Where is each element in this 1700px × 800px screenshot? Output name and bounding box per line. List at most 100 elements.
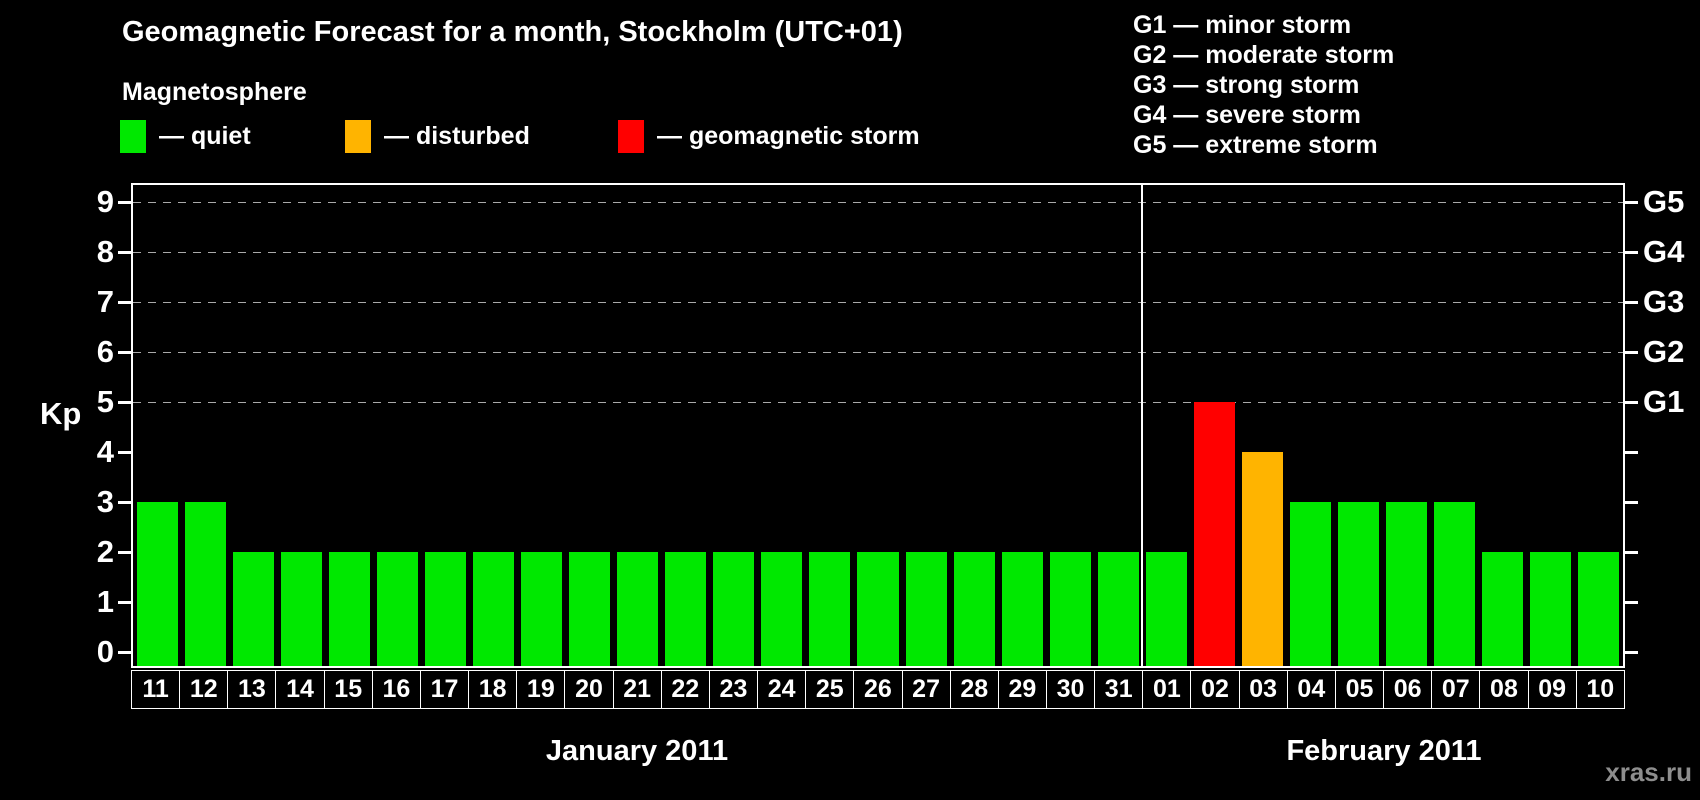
kp-bar-25 (809, 552, 851, 666)
kp-bar-17 (424, 552, 466, 666)
kp-bar-08 (1482, 552, 1524, 666)
g1-legend-line: G1 — minor storm (1133, 11, 1352, 39)
y-tick-right (1625, 451, 1638, 454)
day-label: 19 (516, 670, 566, 709)
kp-bar-13 (232, 552, 274, 666)
day-label: 07 (1431, 670, 1481, 709)
g-scale-legend: G1 — minor storm G2 — moderate storm G3 … (1133, 10, 1394, 160)
kp-bar-23 (713, 552, 755, 666)
kp-bar-21 (617, 552, 659, 666)
gridline-kp-8 (133, 252, 1623, 253)
storm-swatch-icon (618, 119, 644, 153)
day-label: 12 (179, 670, 229, 709)
day-label: 20 (564, 670, 614, 709)
watermark: xras.ru (1605, 757, 1692, 787)
gridline-kp-5 (133, 402, 1623, 403)
kp-bar-31 (1097, 552, 1139, 666)
day-label: 02 (1190, 670, 1240, 709)
y-tick-label-5: 5 (96, 384, 114, 419)
y-tick-left (118, 301, 131, 304)
kp-bar-28 (953, 552, 995, 666)
day-label: 17 (419, 670, 470, 709)
legend-item-storm: — geomagnetic storm (618, 119, 920, 153)
kp-bar-16 (376, 552, 418, 666)
kp-bar-18 (472, 552, 514, 666)
gridline-kp-7 (133, 302, 1623, 303)
y-tick-label-9: 9 (96, 184, 114, 219)
g3-legend-line: G3 — strong storm (1133, 71, 1360, 99)
month-label-january: January 2011 (545, 735, 729, 767)
legend-label: — geomagnetic storm (657, 121, 920, 150)
y-axis-title: Kp (40, 396, 82, 431)
legend-label: — quiet (159, 121, 251, 150)
y-tick-left (118, 601, 131, 604)
month-separator-line (1141, 185, 1144, 666)
disturbed-swatch-icon (345, 119, 371, 153)
kp-bar-02 (1193, 402, 1235, 666)
day-axis-row: 11 12 13 14 15 16 17 18 19 20 21 22 23 24 25 26 27 28 29 30… (131, 670, 1625, 709)
day-label: 26 (853, 670, 903, 709)
day-label: 14 (275, 670, 325, 709)
y-tick-left (118, 501, 131, 504)
plot-area (131, 183, 1625, 668)
g2-legend-line: G2 — moderate storm (1133, 41, 1395, 69)
day-label: 05 (1334, 670, 1385, 709)
day-label: 30 (1045, 670, 1096, 709)
kp-bar-19 (521, 552, 563, 666)
kp-bar-03 (1241, 452, 1284, 666)
g-axis-label-g4: G4 (1643, 234, 1685, 269)
day-label: 22 (660, 670, 710, 709)
y-tick-left (118, 651, 131, 654)
day-label: 08 (1479, 670, 1529, 709)
kp-bar-11 (136, 502, 178, 666)
g-axis-label-g3: G3 (1643, 284, 1685, 319)
y-tick-label-2: 2 (96, 534, 114, 569)
y-tick-label-4: 4 (96, 434, 114, 469)
kp-bar-12 (184, 502, 226, 666)
y-tick-left (118, 451, 131, 454)
y-tick-left (118, 351, 131, 354)
y-tick-left (118, 401, 131, 404)
g-axis-label-g5: G5 (1643, 184, 1685, 219)
kp-bar-04 (1290, 502, 1332, 666)
day-label: 09 (1527, 670, 1577, 709)
kp-bar-09 (1530, 552, 1572, 666)
y-tick-right (1625, 601, 1638, 604)
g5-legend-line: G5 — extreme storm (1133, 131, 1378, 159)
y-tick-label-1: 1 (96, 584, 114, 619)
y-tick-label-6: 6 (96, 334, 114, 369)
kp-bar-22 (665, 552, 707, 666)
y-tick-right (1625, 201, 1638, 204)
day-label: 10 (1575, 670, 1625, 709)
day-label: 06 (1383, 670, 1433, 709)
day-label: 01 (1142, 670, 1192, 709)
day-label: 15 (323, 670, 373, 709)
chart-title: Geomagnetic Forecast for a month, Stockh… (122, 16, 903, 48)
day-label: 13 (227, 670, 277, 709)
day-label: 28 (949, 670, 999, 709)
gridline-kp-6 (133, 352, 1623, 353)
y-tick-right (1625, 301, 1638, 304)
gridline-kp-9 (133, 202, 1623, 203)
legend-label: — disturbed (384, 121, 530, 150)
g-axis-label-g2: G2 (1643, 334, 1685, 369)
g4-legend-line: G4 — severe storm (1133, 101, 1361, 129)
kp-bar-20 (569, 552, 611, 666)
y-tick-right (1625, 351, 1638, 354)
legend-item-quiet: — quiet (120, 119, 251, 153)
quiet-swatch-icon (120, 119, 146, 153)
y-tick-right (1625, 551, 1638, 554)
day-label: 03 (1238, 670, 1288, 709)
day-label: 27 (901, 670, 951, 709)
day-label: 25 (805, 670, 855, 709)
kp-bar-01 (1145, 552, 1187, 666)
kp-bar-30 (1049, 552, 1091, 666)
y-tick-left (118, 251, 131, 254)
y-tick-right (1625, 501, 1638, 504)
day-label: 24 (757, 670, 807, 709)
day-label: 18 (468, 670, 518, 709)
legend-item-disturbed: — disturbed (345, 119, 530, 153)
kp-bar-15 (328, 552, 370, 666)
kp-bar-07 (1434, 502, 1476, 666)
kp-bar-29 (1001, 552, 1043, 666)
